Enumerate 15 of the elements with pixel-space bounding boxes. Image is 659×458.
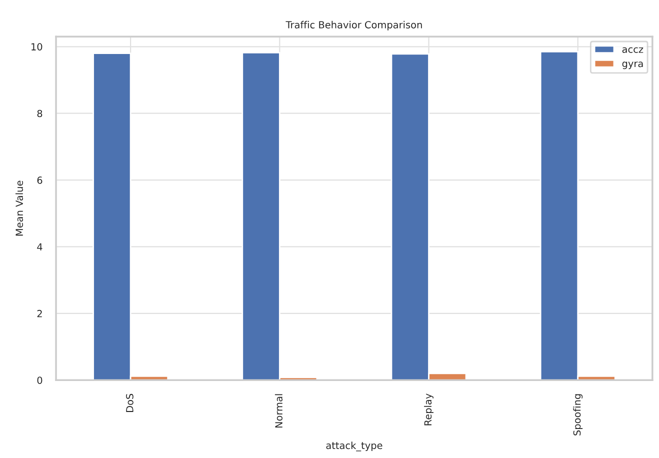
chart-title: Traffic Behavior Comparison bbox=[286, 20, 422, 30]
y-tick-label: 10 bbox=[32, 43, 42, 50]
y-tick-label: 2 bbox=[37, 310, 42, 318]
x-axis-title: attack_type bbox=[326, 442, 382, 452]
x-tick-label: DoS bbox=[126, 394, 134, 412]
y-tick-label: 4 bbox=[37, 243, 42, 250]
y-axis-title: Mean Value bbox=[15, 180, 24, 236]
y-tick-label: 6 bbox=[37, 176, 42, 184]
x-tick-label: Normal bbox=[274, 394, 282, 428]
x-tick-label: Spoofing bbox=[573, 394, 583, 436]
y-tick-label: 0 bbox=[37, 376, 42, 384]
legend-label: gyra bbox=[622, 62, 643, 70]
y-tick-label: 8 bbox=[37, 110, 42, 118]
x-tick-label: Replay bbox=[424, 394, 434, 426]
legend-label: accz bbox=[622, 47, 644, 53]
